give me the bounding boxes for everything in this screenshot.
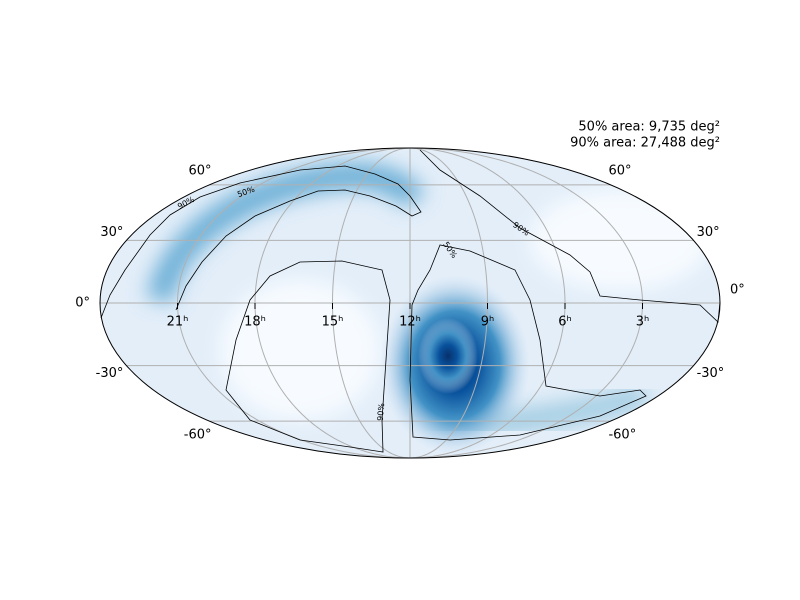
annotation: 90% area: 27,488 deg² — [570, 136, 720, 151]
x-tick-label: 18ʰ — [244, 315, 266, 330]
contour — [100, 165, 422, 319]
y-tick-label: 60° — [188, 163, 211, 178]
y-tick-label: 0° — [75, 296, 90, 311]
x-tick-label: 21ʰ — [167, 315, 189, 330]
y-tick-label: -60° — [184, 428, 212, 443]
x-tick-label: 6ʰ — [558, 315, 572, 330]
x-tick-label: 15ʰ — [322, 315, 344, 330]
x-tick-label: 12ʰ — [399, 315, 421, 330]
contour-label: 90% — [376, 402, 387, 421]
x-tick-label: 3ʰ — [636, 315, 650, 330]
y-tick-label: -60° — [608, 428, 636, 443]
contours — [100, 149, 721, 453]
y-tick-label: 0° — [730, 283, 745, 298]
x-tick-label: 9ʰ — [481, 315, 495, 330]
contour — [225, 260, 391, 453]
y-tick-label: -30° — [96, 366, 124, 381]
y-tick-label: 30° — [100, 225, 123, 240]
contour — [419, 149, 721, 323]
annotation: 50% area: 9,735 deg² — [578, 120, 720, 135]
contour — [409, 244, 647, 441]
y-tick-label: -30° — [697, 366, 725, 381]
y-tick-label: 30° — [697, 225, 720, 240]
y-tick-label: 60° — [608, 163, 631, 178]
